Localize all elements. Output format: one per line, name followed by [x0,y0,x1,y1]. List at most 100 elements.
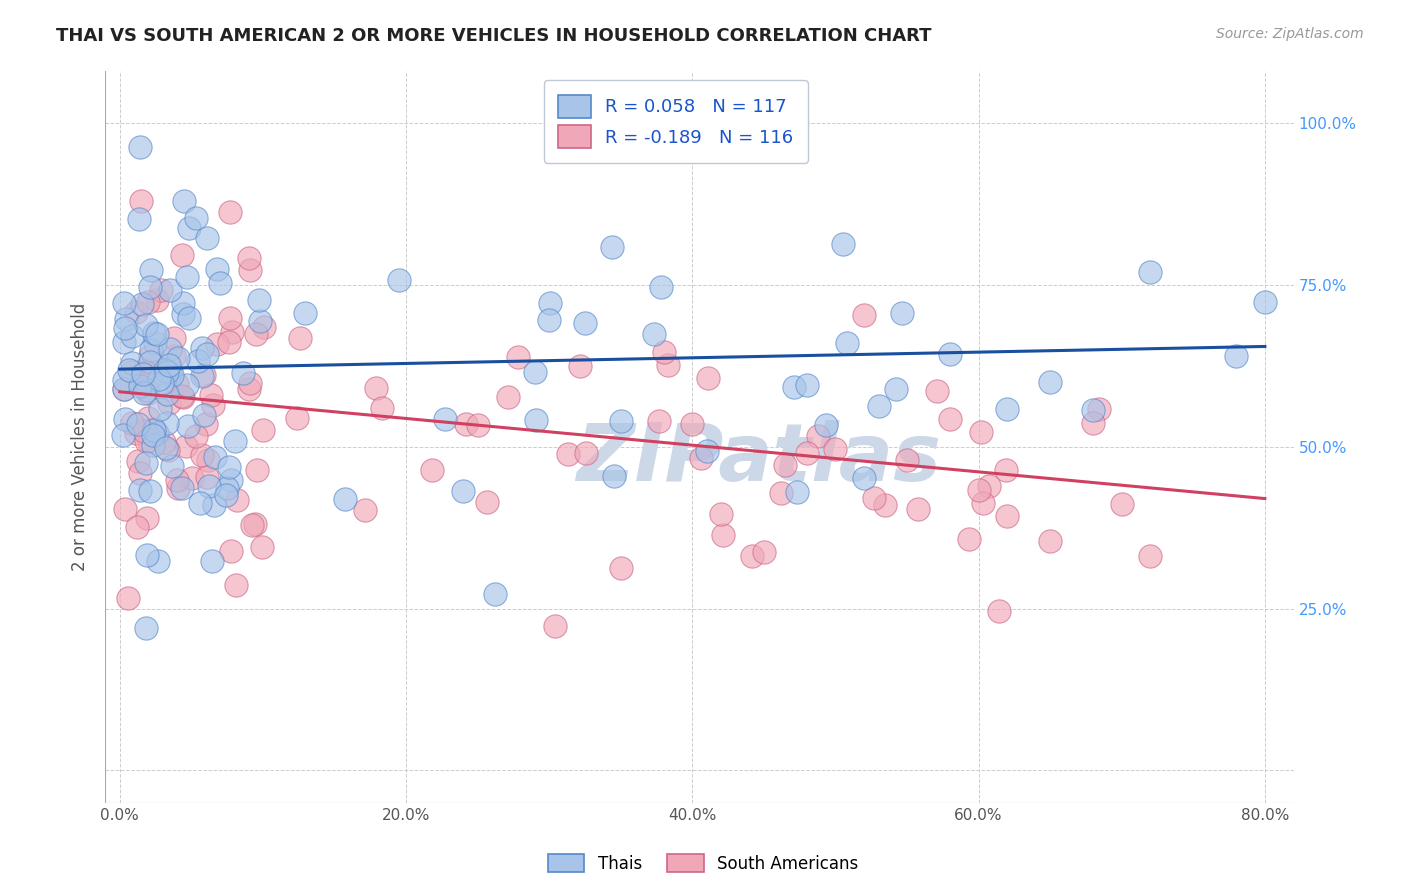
Point [179,221,201,235]
Point [451,484,474,499]
Point [156,416,179,430]
Point [769,485,792,500]
Point [835,336,858,351]
Point [166,474,188,488]
Point [202,499,225,513]
Point [201,398,224,412]
Point [977,479,1000,493]
Point [249,314,271,328]
Point [170,389,193,403]
Point [796,378,818,392]
Point [433,411,456,425]
Point [195,230,218,244]
Point [163,349,186,363]
Text: ZIPatlas: ZIPatlas [576,420,942,498]
Point [333,491,356,506]
Point [364,381,387,395]
Point [1139,265,1161,279]
Point [1081,416,1104,430]
Point [166,376,188,391]
Point [150,283,173,297]
Point [174,439,197,453]
Point [193,408,215,422]
Legend: R = 0.058   N = 117, R = -0.189   N = 116: R = 0.058 N = 117, R = -0.189 N = 116 [544,80,807,163]
Point [484,587,506,601]
Point [125,305,148,319]
Point [824,442,846,456]
Point [143,424,166,438]
Point [191,448,214,462]
Point [814,417,837,432]
Point [219,544,242,558]
Point [610,414,633,428]
Point [131,296,153,310]
Point [420,463,443,477]
Point [796,446,818,460]
Point [538,296,561,310]
Point [176,269,198,284]
Point [647,414,669,428]
Point [146,293,169,307]
Point [121,356,143,370]
Point [523,365,546,379]
Point [215,488,238,502]
Point [186,211,208,225]
Point [134,621,156,635]
Point [135,456,157,470]
Point [225,578,247,592]
Point [142,438,165,452]
Point [135,434,157,449]
Point [246,463,269,477]
Point [603,468,626,483]
Point [224,434,246,449]
Point [939,412,962,426]
Point [1039,376,1062,390]
Point [128,139,150,153]
Point [967,483,990,497]
Point [187,354,209,368]
Point [252,423,274,437]
Point [247,293,270,307]
Point [538,313,561,327]
Point [957,532,980,546]
Point [786,484,808,499]
Point [150,376,173,390]
Point [201,554,224,568]
Point [1225,349,1247,363]
Point [153,434,176,449]
Point [208,276,231,290]
Point [132,367,155,381]
Point [681,417,703,431]
Point [170,481,193,495]
Point [371,401,394,415]
Point [112,428,135,442]
Point [112,374,135,388]
Point [544,619,567,633]
Point [139,343,162,357]
Point [138,295,160,310]
Point [197,453,219,467]
Point [217,481,239,495]
Point [204,450,226,464]
Point [285,410,308,425]
Point [139,279,162,293]
Point [173,194,195,208]
Point [156,442,179,457]
Point [136,386,159,401]
Point [524,413,547,427]
Point [159,366,181,380]
Point [138,411,160,425]
Point [832,237,855,252]
Point [128,211,150,226]
Point [184,429,207,443]
Point [710,507,733,521]
Point [200,388,222,402]
Point [172,295,194,310]
Point [129,466,152,480]
Point [221,325,243,339]
Point [506,350,529,364]
Point [146,425,169,440]
Point [987,604,1010,618]
Point [853,308,876,322]
Point [143,335,166,350]
